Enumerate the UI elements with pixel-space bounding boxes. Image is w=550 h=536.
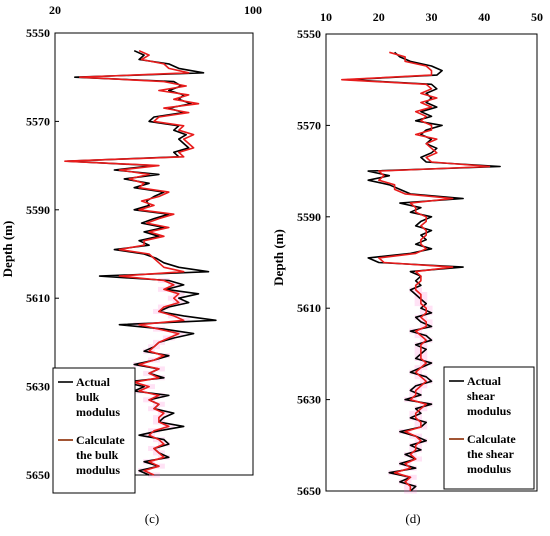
legend-label: modulus — [467, 462, 511, 476]
x-tick-label: 20 — [373, 10, 385, 24]
x-tick-label: 30 — [426, 10, 438, 24]
legend-label: modulus — [76, 405, 120, 419]
y-tick-label: 5590 — [297, 210, 321, 224]
y-axis-title: Depth (m) — [0, 221, 15, 278]
legend-box — [52, 367, 136, 494]
y-tick-label: 5650 — [297, 484, 321, 498]
legend-label: modulus — [76, 463, 120, 477]
y-tick-label: 5570 — [297, 118, 321, 132]
legend-box — [443, 366, 535, 490]
legend-label: Calculate — [467, 432, 516, 446]
panel-d: 10 20 30 40 50 5550 5570 5590 5610 5630 5650 Depth … — [271, 10, 543, 526]
y-tick-label: 5590 — [26, 203, 50, 217]
legend-label: the shear — [467, 447, 515, 461]
series-line-actual — [346, 51, 501, 492]
x-tick-label: 40 — [478, 10, 490, 24]
y-tick-label: 5610 — [26, 291, 50, 305]
legend-label: modulus — [467, 404, 511, 418]
plot-frame — [325, 33, 538, 492]
y-axis-title: Depth (m) — [271, 229, 286, 286]
legend-label: shear — [467, 389, 496, 403]
panel-label: (c) — [145, 511, 159, 526]
y-tick-label: 5550 — [26, 26, 50, 40]
legend-label: bulk — [76, 390, 100, 404]
legend-label: Calculate — [76, 433, 125, 447]
x-tick-label: 50 — [531, 10, 543, 24]
series-line-calculated — [64, 49, 200, 476]
panel-c: 20 100 5550 5570 5590 5610 5630 5650 Depth (m) Ac… — [0, 3, 262, 526]
panel-label: (d) — [405, 511, 420, 526]
series-line-calculated — [340, 51, 491, 491]
legend-label: the bulk — [76, 448, 119, 462]
y-tick-label: 5610 — [297, 301, 321, 315]
y-tick-label: 5570 — [26, 114, 50, 128]
x-tick-label: 10 — [320, 10, 332, 24]
legend-label: Actual — [76, 375, 111, 389]
x-tick-label: 20 — [49, 3, 61, 17]
legend-label: Actual — [467, 374, 502, 388]
y-tick-label: 5630 — [297, 393, 321, 407]
y-tick-label: 5630 — [26, 380, 50, 394]
y-tick-label: 5650 — [26, 468, 50, 482]
x-tick-label: 100 — [244, 3, 262, 17]
y-tick-label: 5550 — [297, 27, 321, 41]
